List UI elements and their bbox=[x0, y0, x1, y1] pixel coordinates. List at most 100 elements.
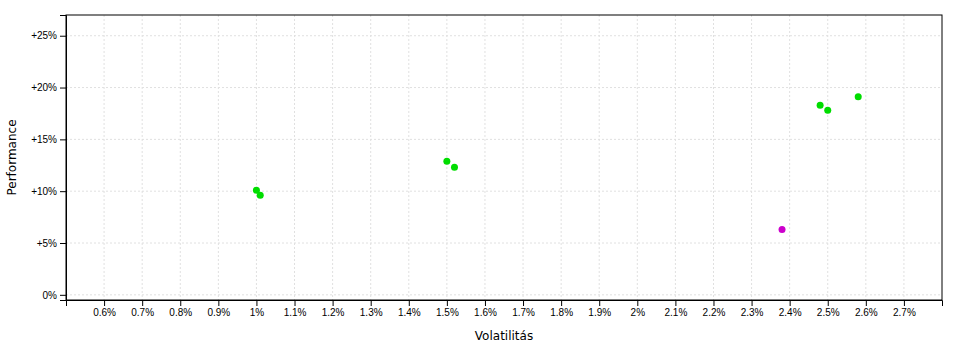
x-tick-label: 2.3% bbox=[741, 307, 764, 318]
y-axis-line bbox=[60, 16, 67, 301]
y-tick-label: +15% bbox=[31, 134, 57, 145]
x-tick: 1.1% bbox=[284, 300, 307, 318]
y-tick: +10% bbox=[31, 186, 66, 197]
x-tick-label: 2.7% bbox=[893, 307, 916, 318]
point bbox=[855, 93, 862, 100]
y-tick-label: 0% bbox=[43, 290, 58, 301]
x-tick-label: 0.8% bbox=[169, 307, 192, 318]
x-tick: 2.6% bbox=[855, 300, 878, 318]
series bbox=[253, 93, 862, 198]
y-tick: +15% bbox=[31, 134, 66, 145]
x-axis-line bbox=[67, 301, 943, 307]
x-tick-mark bbox=[713, 300, 714, 306]
x-tick-label: 2.5% bbox=[817, 307, 840, 318]
grid-line-x bbox=[903, 15, 904, 300]
x-tick-label: 1.3% bbox=[360, 307, 383, 318]
y-tick: 0% bbox=[43, 290, 66, 301]
grid-line-y bbox=[66, 35, 942, 36]
grid-line-x bbox=[256, 15, 257, 300]
x-tick: 1.3% bbox=[360, 300, 383, 318]
grid-line-x bbox=[675, 15, 676, 300]
x-axis: 0.6% 0.7% 0.8% 0.9% 1% 1.1% 1.2% 1.3% 1.4% 1.5% 1.… bbox=[67, 300, 943, 318]
x-tick-label: 1.5% bbox=[436, 307, 459, 318]
x-tick-mark bbox=[599, 300, 600, 306]
x-tick-label: 0.6% bbox=[93, 307, 116, 318]
grid-line-x bbox=[180, 15, 181, 300]
x-tick-mark bbox=[828, 300, 829, 306]
x-tick-label: 2.2% bbox=[703, 307, 726, 318]
x-tick: 1.5% bbox=[436, 300, 459, 318]
x-tick-mark bbox=[637, 300, 638, 306]
y-tick-mark bbox=[60, 243, 66, 244]
x-tick: 1.9% bbox=[588, 300, 611, 318]
x-tick: 1.6% bbox=[474, 300, 497, 318]
y-tick-label: +10% bbox=[31, 186, 57, 197]
grid-line-x bbox=[370, 15, 371, 300]
x-tick-mark bbox=[295, 300, 296, 306]
y-tick-mark bbox=[60, 295, 66, 296]
grid-line-y bbox=[66, 87, 942, 88]
grid-line-x bbox=[294, 15, 295, 300]
grid-line-x bbox=[104, 15, 105, 300]
x-tick: 1% bbox=[250, 300, 265, 318]
x-tick-label: 2.6% bbox=[855, 307, 878, 318]
x-tick: 0.6% bbox=[93, 300, 116, 318]
x-tick-label: 1.4% bbox=[398, 307, 421, 318]
y-axis-title: Performance bbox=[5, 119, 19, 195]
point bbox=[824, 107, 831, 114]
x-tick-label: 1.8% bbox=[550, 307, 573, 318]
y-tick-label: +20% bbox=[31, 82, 57, 93]
x-tick: 1.4% bbox=[398, 300, 421, 318]
x-tick-label: 1.1% bbox=[284, 307, 307, 318]
x-tick-mark bbox=[180, 300, 181, 306]
x-tick-mark bbox=[675, 300, 676, 306]
grid-line-y bbox=[66, 294, 942, 295]
x-tick-mark bbox=[256, 300, 257, 306]
y-tick: +25% bbox=[31, 30, 66, 41]
x-tick-label: 1.7% bbox=[512, 307, 535, 318]
grid-line-x bbox=[142, 15, 143, 300]
x-tick-mark bbox=[447, 300, 448, 306]
y-tick-mark bbox=[60, 88, 66, 89]
x-tick: 2% bbox=[631, 300, 646, 318]
y-tick: +20% bbox=[31, 82, 66, 93]
x-axis-title: Volatilitás bbox=[475, 329, 533, 343]
grid-line-x bbox=[827, 15, 828, 300]
x-tick-label: 0.7% bbox=[131, 307, 154, 318]
x-tick: 0.8% bbox=[169, 300, 192, 318]
x-tick: 0.7% bbox=[131, 300, 154, 318]
x-tick-mark bbox=[485, 300, 486, 306]
grid-line-x bbox=[408, 15, 409, 300]
y-tick: +5% bbox=[37, 238, 66, 249]
plot-frame bbox=[66, 15, 942, 300]
x-tick-label: 1.6% bbox=[474, 307, 497, 318]
x-tick-mark bbox=[104, 300, 105, 306]
point bbox=[817, 102, 824, 109]
x-tick: 0.9% bbox=[207, 300, 230, 318]
grid-line-x bbox=[218, 15, 219, 300]
grid bbox=[66, 15, 942, 300]
grid-line-y bbox=[66, 191, 942, 192]
x-tick-label: 2.4% bbox=[779, 307, 802, 318]
x-tick-label: 1.9% bbox=[588, 307, 611, 318]
plot: 0.6% 0.7% 0.8% 0.9% 1% 1.1% 1.2% 1.3% 1.4% 1.5% 1.… bbox=[31, 15, 942, 318]
x-tick-label: 2% bbox=[631, 307, 646, 318]
point bbox=[257, 192, 264, 199]
point bbox=[451, 164, 458, 171]
x-tick: 2.1% bbox=[664, 300, 687, 318]
x-tick-mark bbox=[218, 300, 219, 306]
x-tick: 1.8% bbox=[550, 300, 573, 318]
x-tick-label: 1% bbox=[250, 307, 265, 318]
x-tick-mark bbox=[333, 300, 334, 306]
y-tick-label: +25% bbox=[31, 30, 57, 41]
x-tick: 1.2% bbox=[322, 300, 345, 318]
x-tick-mark bbox=[904, 300, 905, 306]
y-tick-mark bbox=[60, 139, 66, 140]
x-tick-label: 2.1% bbox=[664, 307, 687, 318]
point bbox=[443, 158, 450, 165]
grid-line-x bbox=[332, 15, 333, 300]
x-tick: 2.7% bbox=[893, 300, 916, 318]
grid-line-y bbox=[66, 243, 942, 244]
x-tick: 1.7% bbox=[512, 300, 535, 318]
x-tick-mark bbox=[790, 300, 791, 306]
